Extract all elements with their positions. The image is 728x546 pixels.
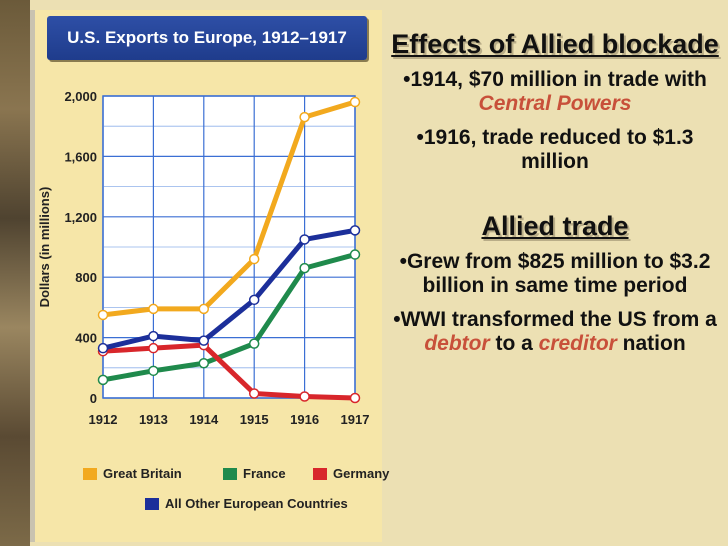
- y-tick-label: 1,200: [64, 210, 97, 225]
- series-line-1: [100, 252, 358, 383]
- data-point: [349, 96, 361, 108]
- legend-item: France: [223, 466, 286, 481]
- bullet-trade-growth: •Grew from $825 million to $3.2 billion …: [399, 250, 711, 297]
- heading-allied-blockade: Effects of Allied blockade: [391, 29, 719, 59]
- legend-item: Germany: [313, 466, 389, 481]
- data-point: [248, 388, 260, 399]
- legend-swatch: [83, 467, 97, 480]
- data-point: [198, 358, 210, 369]
- legend-label: Great Britain: [103, 466, 182, 481]
- data-point: [97, 309, 109, 321]
- legend-label: France: [243, 466, 286, 481]
- decorative-border: [0, 0, 30, 546]
- data-point: [97, 342, 109, 354]
- data-point: [148, 330, 159, 342]
- x-tick-label: 1914: [189, 412, 219, 427]
- legend-label: All Other European Countries: [165, 496, 348, 511]
- legend-label: Germany: [333, 466, 390, 481]
- bullet-wwi-transformed: •WWI transformed the US from a debtor to…: [390, 308, 720, 356]
- legend-item: All Other European Countries: [145, 496, 348, 511]
- y-tick-label: 2,000: [64, 89, 97, 104]
- y-tick-label: 0: [90, 391, 97, 406]
- y-tick-label: 1,600: [64, 149, 97, 164]
- data-point: [97, 374, 109, 386]
- y-tick-label: 400: [75, 331, 97, 346]
- creditor-highlight: creditor: [538, 332, 617, 355]
- data-point: [148, 365, 159, 377]
- data-point: [349, 225, 361, 236]
- debtor-highlight: debtor: [424, 332, 490, 355]
- legend-item: Great Britain: [83, 466, 182, 481]
- data-point: [299, 262, 310, 274]
- y-axis-label: Dollars (in millions): [37, 187, 52, 308]
- data-point: [198, 335, 210, 346]
- bullet-1916-trade: •1916, trade reduced to $1.3 million: [416, 126, 694, 173]
- data-point: [349, 392, 361, 404]
- series-line-3: [100, 227, 358, 351]
- data-point: [248, 253, 260, 265]
- legend-swatch: [313, 467, 327, 480]
- data-point: [198, 303, 210, 315]
- line-chart: 2,000 1,600 1,200 800 400 0 1912 1913 1914 1915 19…: [37, 89, 370, 427]
- bullet-1914-trade: •1914, $70 million in trade with Central…: [390, 68, 720, 116]
- chart-title: U.S. Exports to Europe, 1912–1917: [47, 16, 367, 60]
- bullet-wwi-text-post: nation: [616, 332, 686, 355]
- heading-allied-trade: Allied trade: [481, 211, 629, 241]
- x-tick-label: 1913: [139, 412, 168, 427]
- legend-swatch: [223, 467, 237, 480]
- data-point: [299, 111, 310, 123]
- series-line-0: [100, 99, 358, 318]
- y-tick-label: 800: [75, 270, 97, 285]
- bullet-wwi-text-pre: •WWI transformed the US from a: [393, 308, 717, 331]
- data-point: [248, 338, 260, 349]
- data-point: [299, 234, 310, 245]
- legend-swatch: [145, 497, 159, 510]
- data-point: [349, 249, 361, 260]
- x-tick-label: 1917: [341, 412, 370, 427]
- chart-panel: U.S. Exports to Europe, 1912–1917 2,000 1…: [30, 10, 389, 542]
- bullet-wwi-text-mid: to a: [489, 332, 539, 355]
- text-panel: Effects of Allied blockade •1914, $70 mi…: [390, 30, 720, 356]
- data-point: [148, 303, 159, 315]
- data-point: [248, 294, 260, 306]
- series-line-2: [100, 342, 358, 401]
- x-tick-label: 1915: [240, 412, 269, 427]
- central-powers-highlight: Central Powers: [478, 92, 632, 115]
- data-point: [148, 342, 159, 354]
- chart-legend: Great Britain France Germany All Other Euro…: [75, 458, 395, 528]
- x-tick-label: 1912: [89, 412, 118, 427]
- data-point: [299, 391, 310, 402]
- x-tick-label: 1916: [290, 412, 319, 427]
- bullet-1914-text: •1914, $70 million in trade with: [403, 68, 707, 91]
